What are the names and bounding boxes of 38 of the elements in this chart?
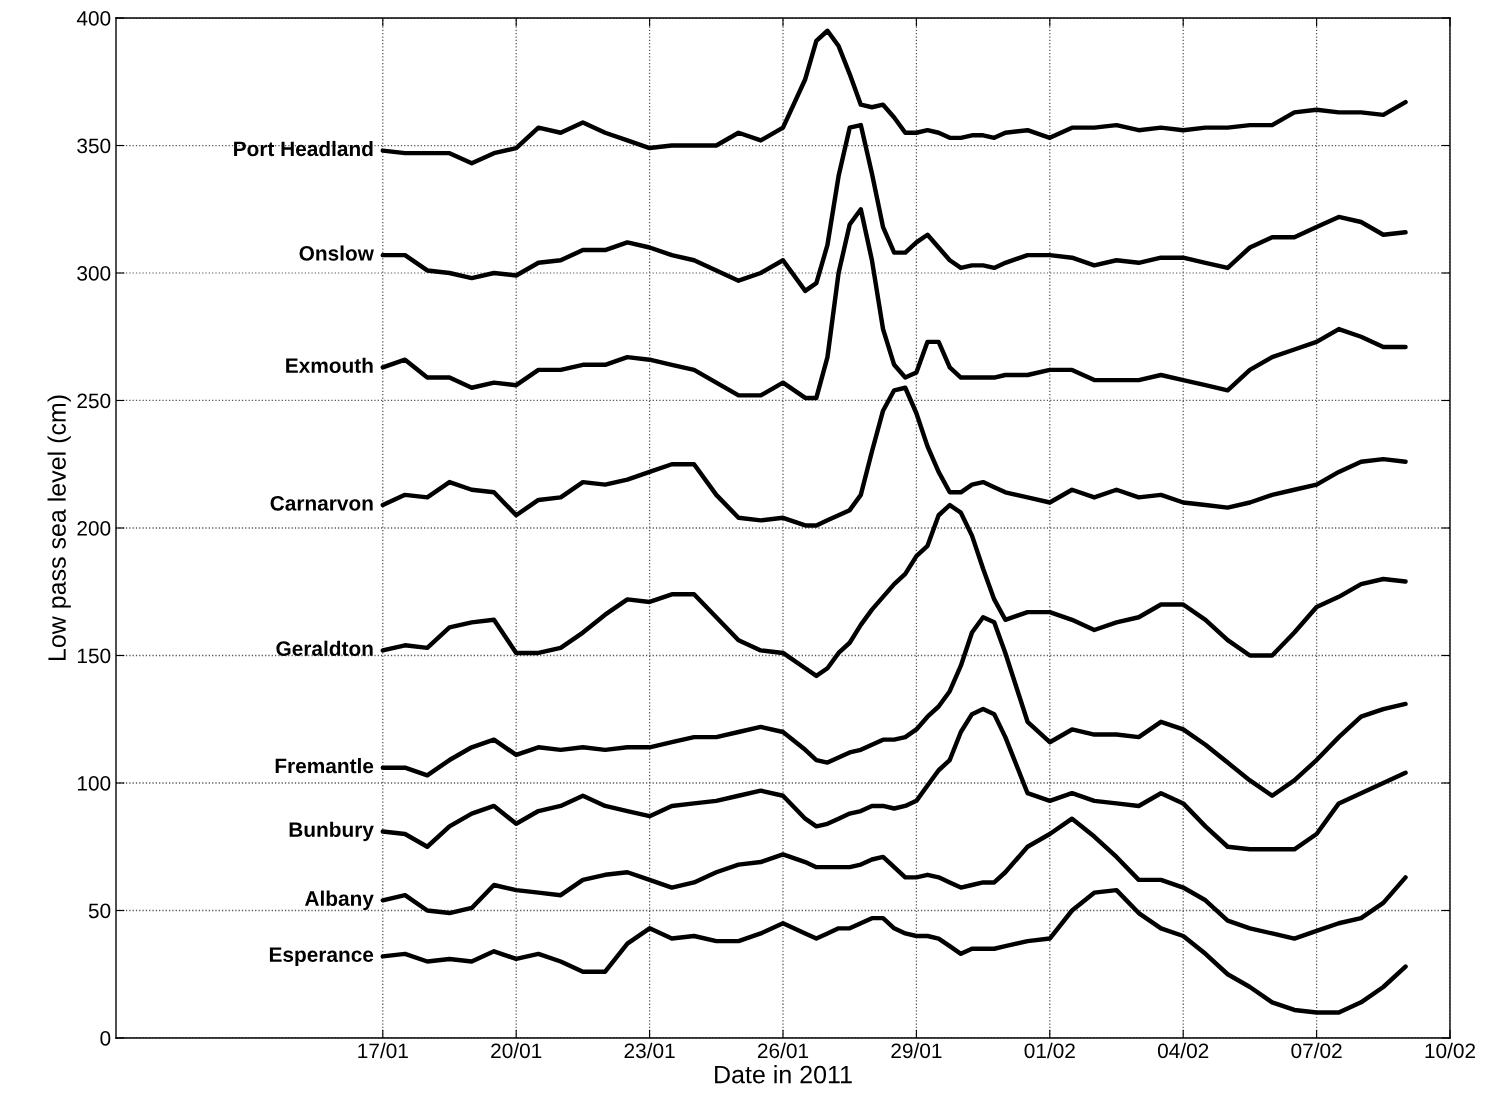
x-tick-label: 26/01	[757, 1042, 809, 1059]
series-label: Port Headland	[234, 140, 373, 157]
series-label: Geraldton	[276, 640, 373, 656]
line-series	[380, 706, 1408, 852]
y-tick-label: 0	[100, 1031, 111, 1046]
line-series	[380, 28, 1408, 166]
x-tick-label: 23/01	[624, 1042, 675, 1059]
series-label: Esperance	[269, 947, 374, 967]
series-label: Onslow	[299, 245, 374, 261]
y-tick-label: 200	[77, 521, 111, 536]
y-tick-label: 50	[88, 903, 111, 919]
line-series	[380, 887, 1408, 1015]
x-tick-label: 07/02	[1291, 1042, 1342, 1059]
line-series	[380, 207, 1408, 401]
x-tick-label: 04/02	[1157, 1042, 1209, 1059]
y-tick-label: 300	[77, 266, 111, 281]
line-series	[380, 122, 1408, 294]
y-tick-label: 400	[76, 11, 111, 26]
series-label: Fremantle	[275, 757, 374, 774]
y-tick-label: 350	[77, 138, 111, 154]
x-axis-title: Date in 2011	[715, 1065, 852, 1084]
x-tick-label: 29/01	[891, 1042, 942, 1059]
x-tick-label: 10/02	[1425, 1042, 1476, 1059]
series-label: Albany	[304, 890, 374, 911]
y-tick-label: 100	[77, 776, 111, 791]
line-series	[380, 385, 1408, 528]
y-tick-label: 250	[77, 393, 111, 409]
y-tick-label: 150	[77, 648, 111, 664]
line-series	[380, 816, 1408, 941]
line-series	[380, 615, 1408, 798]
x-tick-label: 17/01	[358, 1042, 408, 1059]
series-label: Exmouth	[286, 357, 373, 373]
y-axis-title: Low pass sea level (cm)	[47, 395, 71, 661]
line-series	[380, 502, 1408, 679]
series-label: Carnarvon	[270, 495, 373, 511]
x-tick-label: 20/01	[491, 1042, 542, 1059]
series-label: Bunbury	[289, 821, 374, 842]
x-tick-label: 01/02	[1024, 1042, 1075, 1059]
